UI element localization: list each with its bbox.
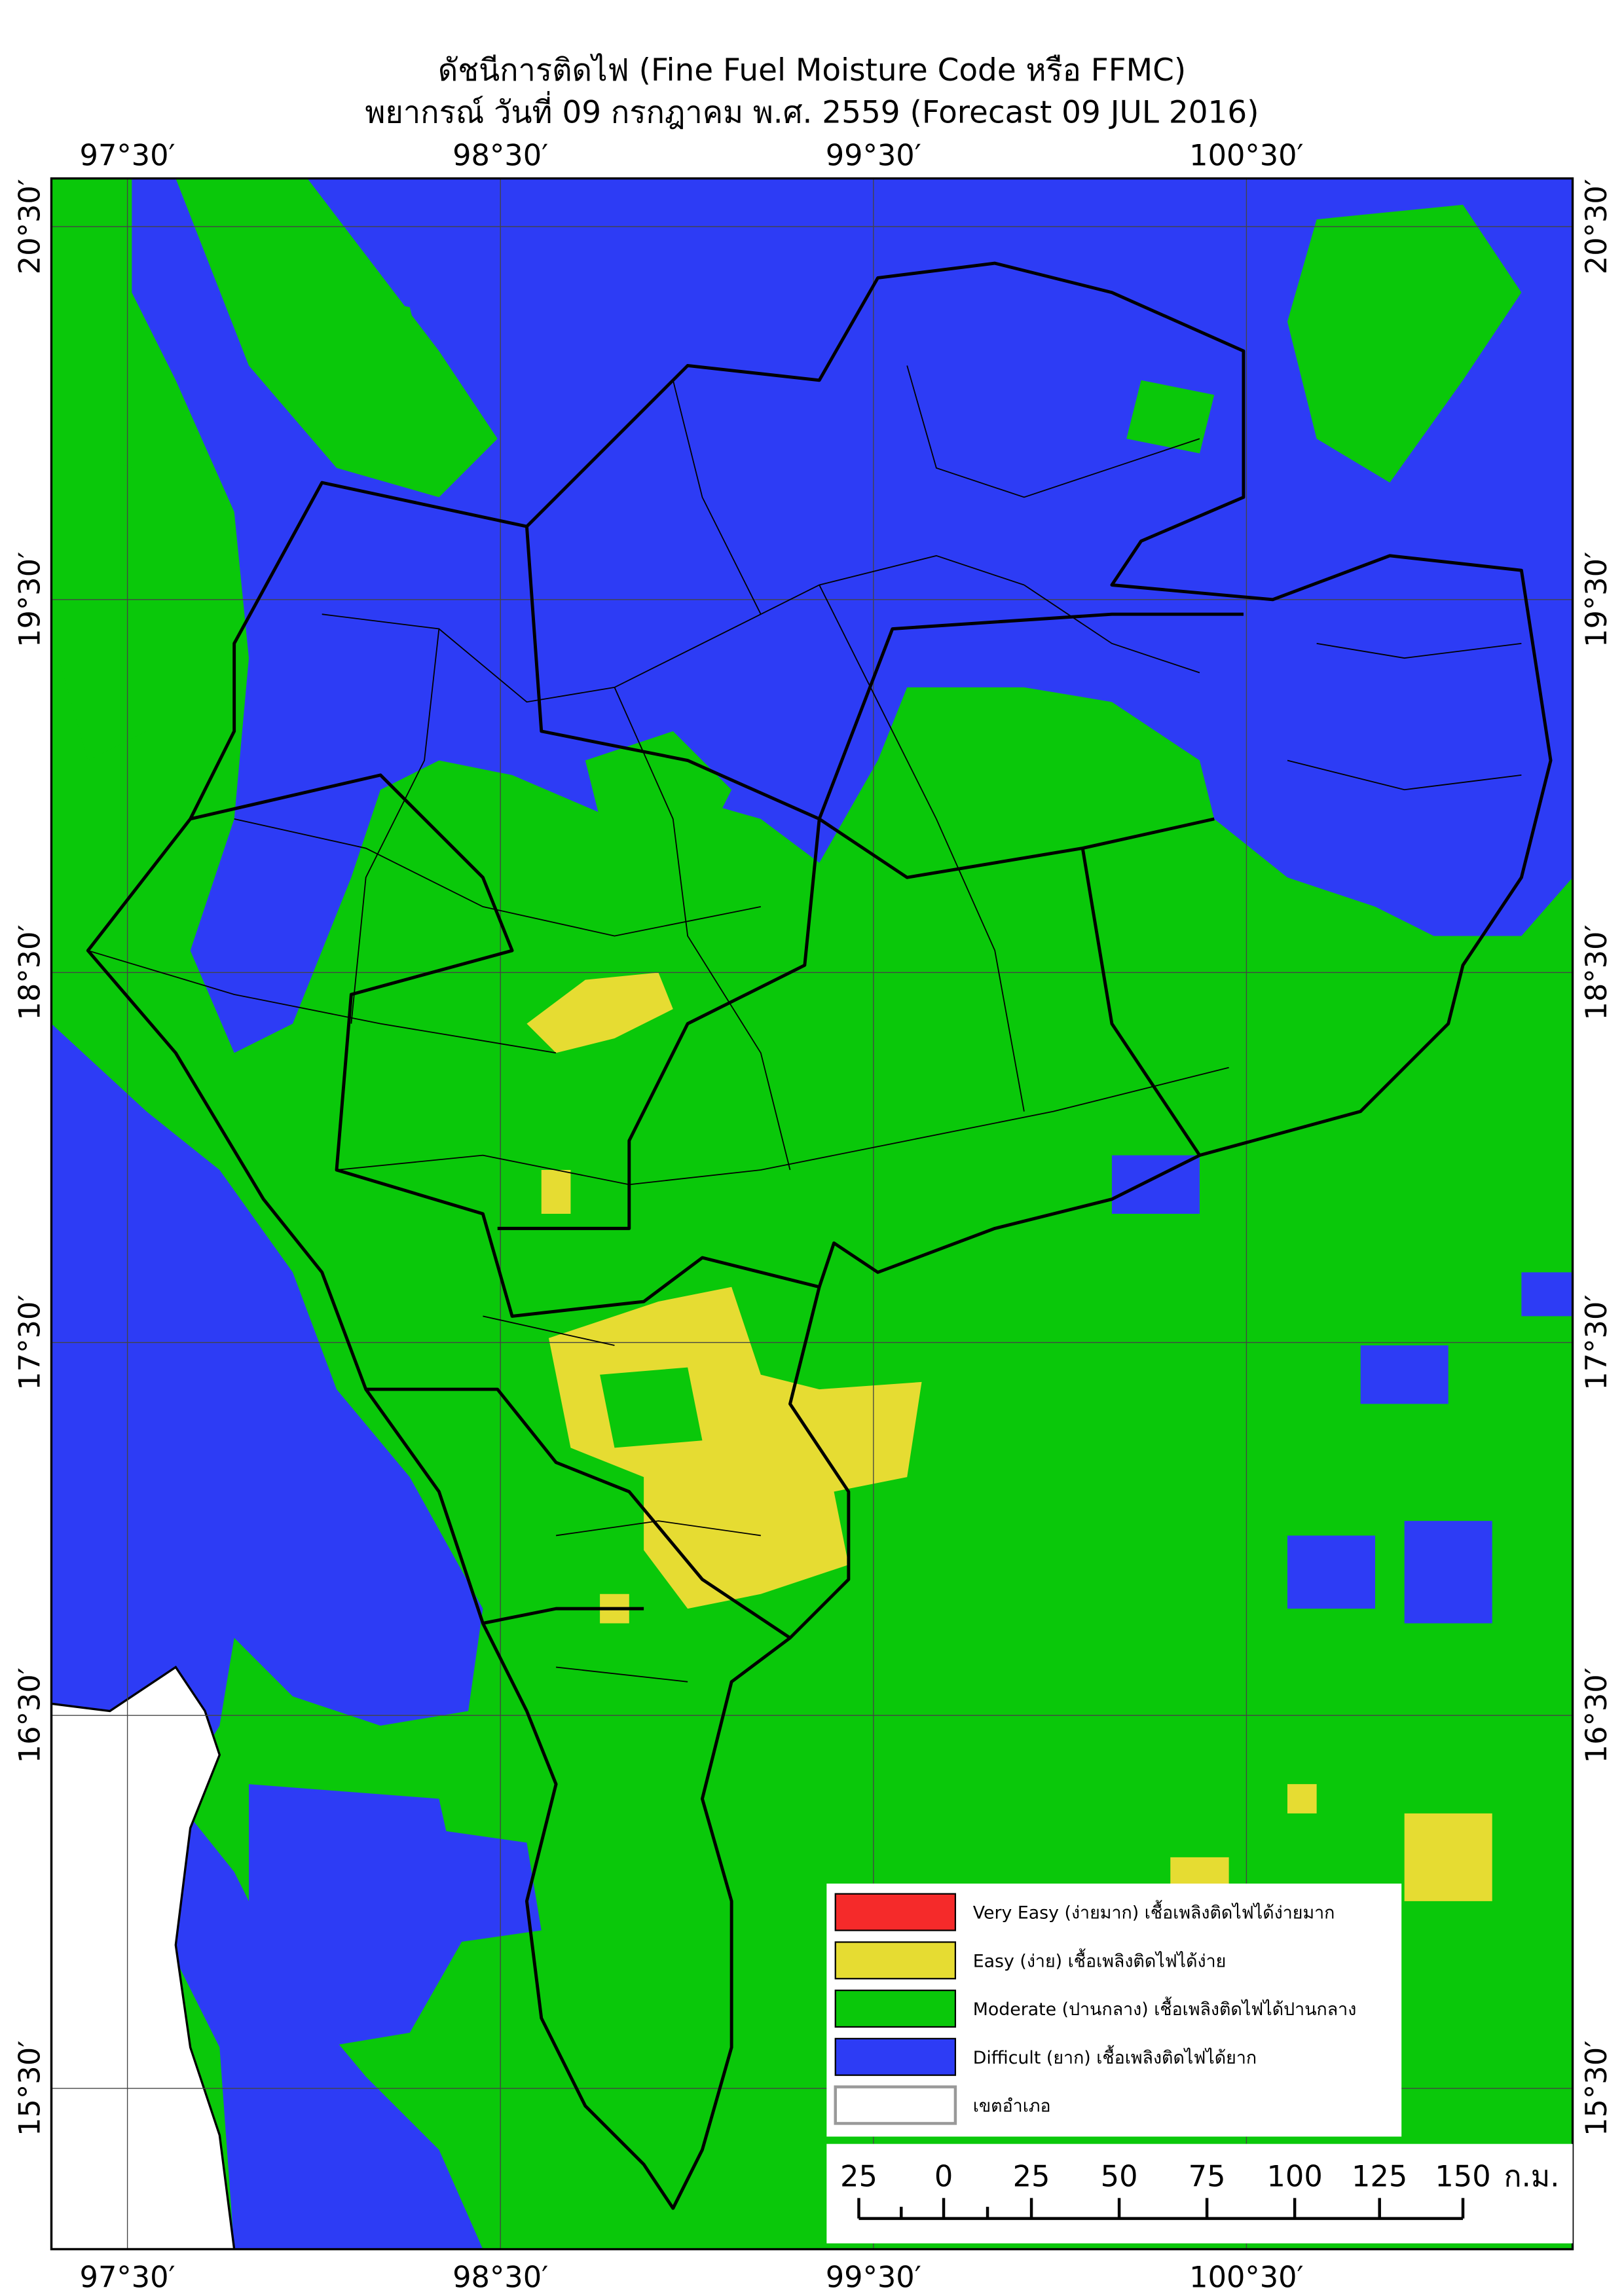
- scale-box: [826, 2143, 1573, 2244]
- legend-swatch: [834, 2037, 957, 2076]
- scale-label: 125: [1352, 2159, 1407, 2193]
- scale-label: 0: [934, 2159, 953, 2193]
- map: [51, 178, 1573, 2250]
- longitude-label: 98°30′: [452, 138, 548, 172]
- longitude-label: 97°30′: [80, 138, 175, 172]
- longitude-label: 100°30′: [1189, 138, 1304, 172]
- coordinate-labels: 97°30′ 97°30′ 98°30′ 98°30′ 99°30′ 99°30′ 100°…: [13, 138, 1614, 2294]
- scale-label: 25: [840, 2159, 877, 2193]
- legend-swatch: [834, 1941, 957, 1980]
- easy-area: [526, 972, 1492, 1901]
- scale-label: 150: [1435, 2159, 1490, 2193]
- latitude-label: 18°30′: [1579, 924, 1614, 1020]
- legend-label: Difficult (ยาก) เชื้อเพลิงติดไฟได้ยาก: [973, 2045, 1257, 2068]
- moderate-patch: [600, 1367, 703, 1448]
- latitude-label: 17°30′: [1579, 1295, 1614, 1391]
- legend-label: เขตอำเภอ: [973, 2096, 1051, 2117]
- latitude-label: 19°30′: [1579, 552, 1614, 647]
- moderate-patch: [58, 178, 1522, 878]
- district-boundary: [88, 365, 1522, 1683]
- scale-bar: 25 0 25 50 75 100 125 150 ก.ม.: [826, 2143, 1573, 2244]
- map-frame: [50, 177, 1574, 2251]
- legend: Very Easy (ง่ายมาก) เชื้อเพลิงติดไฟได้ง่…: [826, 1884, 1402, 2137]
- sea-area: [51, 1666, 236, 2250]
- latitude-label: 17°30′: [13, 1295, 47, 1391]
- legend-label: Moderate (ปานกลาง) เชื้อเพลิงติดไฟได้ปาน…: [973, 1997, 1357, 2020]
- scale-label: 25: [1013, 2159, 1050, 2193]
- scale-unit: ก.ม.: [1504, 2159, 1560, 2193]
- latitude-label: 15°30′: [13, 2041, 47, 2136]
- latitude-label: 20°30′: [1579, 179, 1614, 274]
- scale-label: 50: [1101, 2159, 1138, 2193]
- map-title: ดัชนีการติดไฟ (Fine Fuel Moisture Code ห…: [438, 52, 1186, 88]
- scale-label: 75: [1189, 2159, 1226, 2193]
- legend-label: Easy (ง่าย) เชื้อเพลิงติดไฟได้ง่าย: [973, 1948, 1227, 1971]
- longitude-label: 100°30′: [1189, 2261, 1304, 2295]
- longitude-label: 97°30′: [80, 2261, 175, 2295]
- longitude-label: 99°30′: [826, 2261, 921, 2295]
- legend-swatch: [834, 2085, 957, 2125]
- latitude-label: 15°30′: [1579, 2041, 1614, 2136]
- scale-label: 100: [1267, 2159, 1323, 2193]
- province-boundary: [86, 261, 1553, 2210]
- longitude-label: 98°30′: [452, 2261, 548, 2295]
- latitude-label: 20°30′: [13, 179, 47, 274]
- legend-label: Very Easy (ง่ายมาก) เชื้อเพลิงติดไฟได้ง่…: [973, 1901, 1335, 1923]
- latitude-label: 16°30′: [1579, 1667, 1614, 1763]
- difficult-area: [51, 1023, 1573, 2250]
- longitude-label: 99°30′: [826, 138, 921, 172]
- legend-swatch: [834, 1990, 957, 2028]
- map-subtitle: พยากรณ์ วันที่ 09 กรกฎาคม พ.ศ. 2559 (For…: [365, 91, 1259, 131]
- legend-swatch: [834, 1893, 957, 1931]
- latitude-label: 16°30′: [13, 1667, 47, 1763]
- latitude-label: 18°30′: [13, 924, 47, 1020]
- latitude-label: 19°30′: [13, 552, 47, 647]
